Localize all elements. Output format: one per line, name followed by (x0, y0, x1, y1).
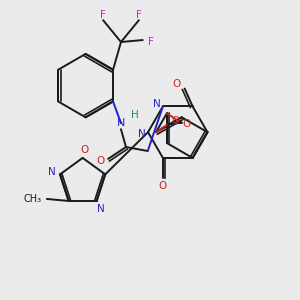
Text: O: O (80, 145, 89, 155)
Text: O: O (159, 181, 167, 190)
Text: O: O (172, 79, 181, 88)
Text: N: N (153, 99, 161, 110)
Text: N: N (97, 204, 104, 214)
Text: O: O (96, 156, 104, 166)
Text: H: H (131, 110, 139, 120)
Text: CH₃: CH₃ (24, 194, 42, 204)
Text: F: F (136, 10, 142, 20)
Text: N: N (117, 118, 125, 128)
Text: O: O (183, 119, 191, 129)
Text: F: F (148, 37, 154, 47)
Text: O: O (172, 116, 180, 126)
Text: N: N (48, 167, 56, 177)
Text: F: F (100, 10, 106, 20)
Text: N: N (138, 129, 146, 139)
